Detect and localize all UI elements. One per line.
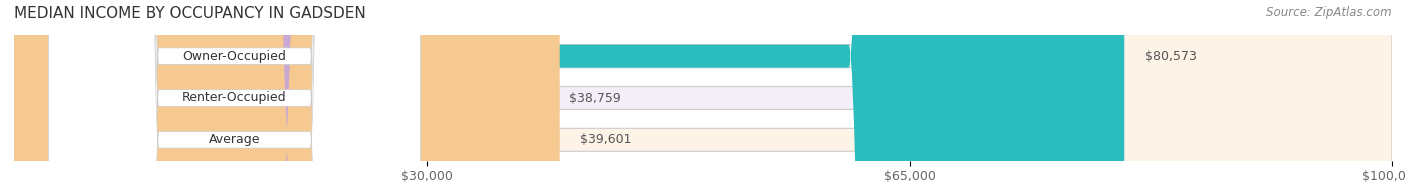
Text: Source: ZipAtlas.com: Source: ZipAtlas.com <box>1267 6 1392 19</box>
FancyBboxPatch shape <box>14 0 548 196</box>
FancyBboxPatch shape <box>14 0 1125 196</box>
FancyBboxPatch shape <box>48 0 420 196</box>
FancyBboxPatch shape <box>14 0 1392 196</box>
Text: Average: Average <box>208 133 260 146</box>
FancyBboxPatch shape <box>14 0 560 196</box>
Text: $80,573: $80,573 <box>1144 50 1197 63</box>
Text: MEDIAN INCOME BY OCCUPANCY IN GADSDEN: MEDIAN INCOME BY OCCUPANCY IN GADSDEN <box>14 6 366 21</box>
Text: Owner-Occupied: Owner-Occupied <box>183 50 287 63</box>
Text: $38,759: $38,759 <box>569 92 620 104</box>
FancyBboxPatch shape <box>48 0 420 196</box>
FancyBboxPatch shape <box>14 0 1392 196</box>
FancyBboxPatch shape <box>14 0 1392 196</box>
Text: $39,601: $39,601 <box>581 133 631 146</box>
Text: Renter-Occupied: Renter-Occupied <box>183 92 287 104</box>
FancyBboxPatch shape <box>48 0 420 196</box>
